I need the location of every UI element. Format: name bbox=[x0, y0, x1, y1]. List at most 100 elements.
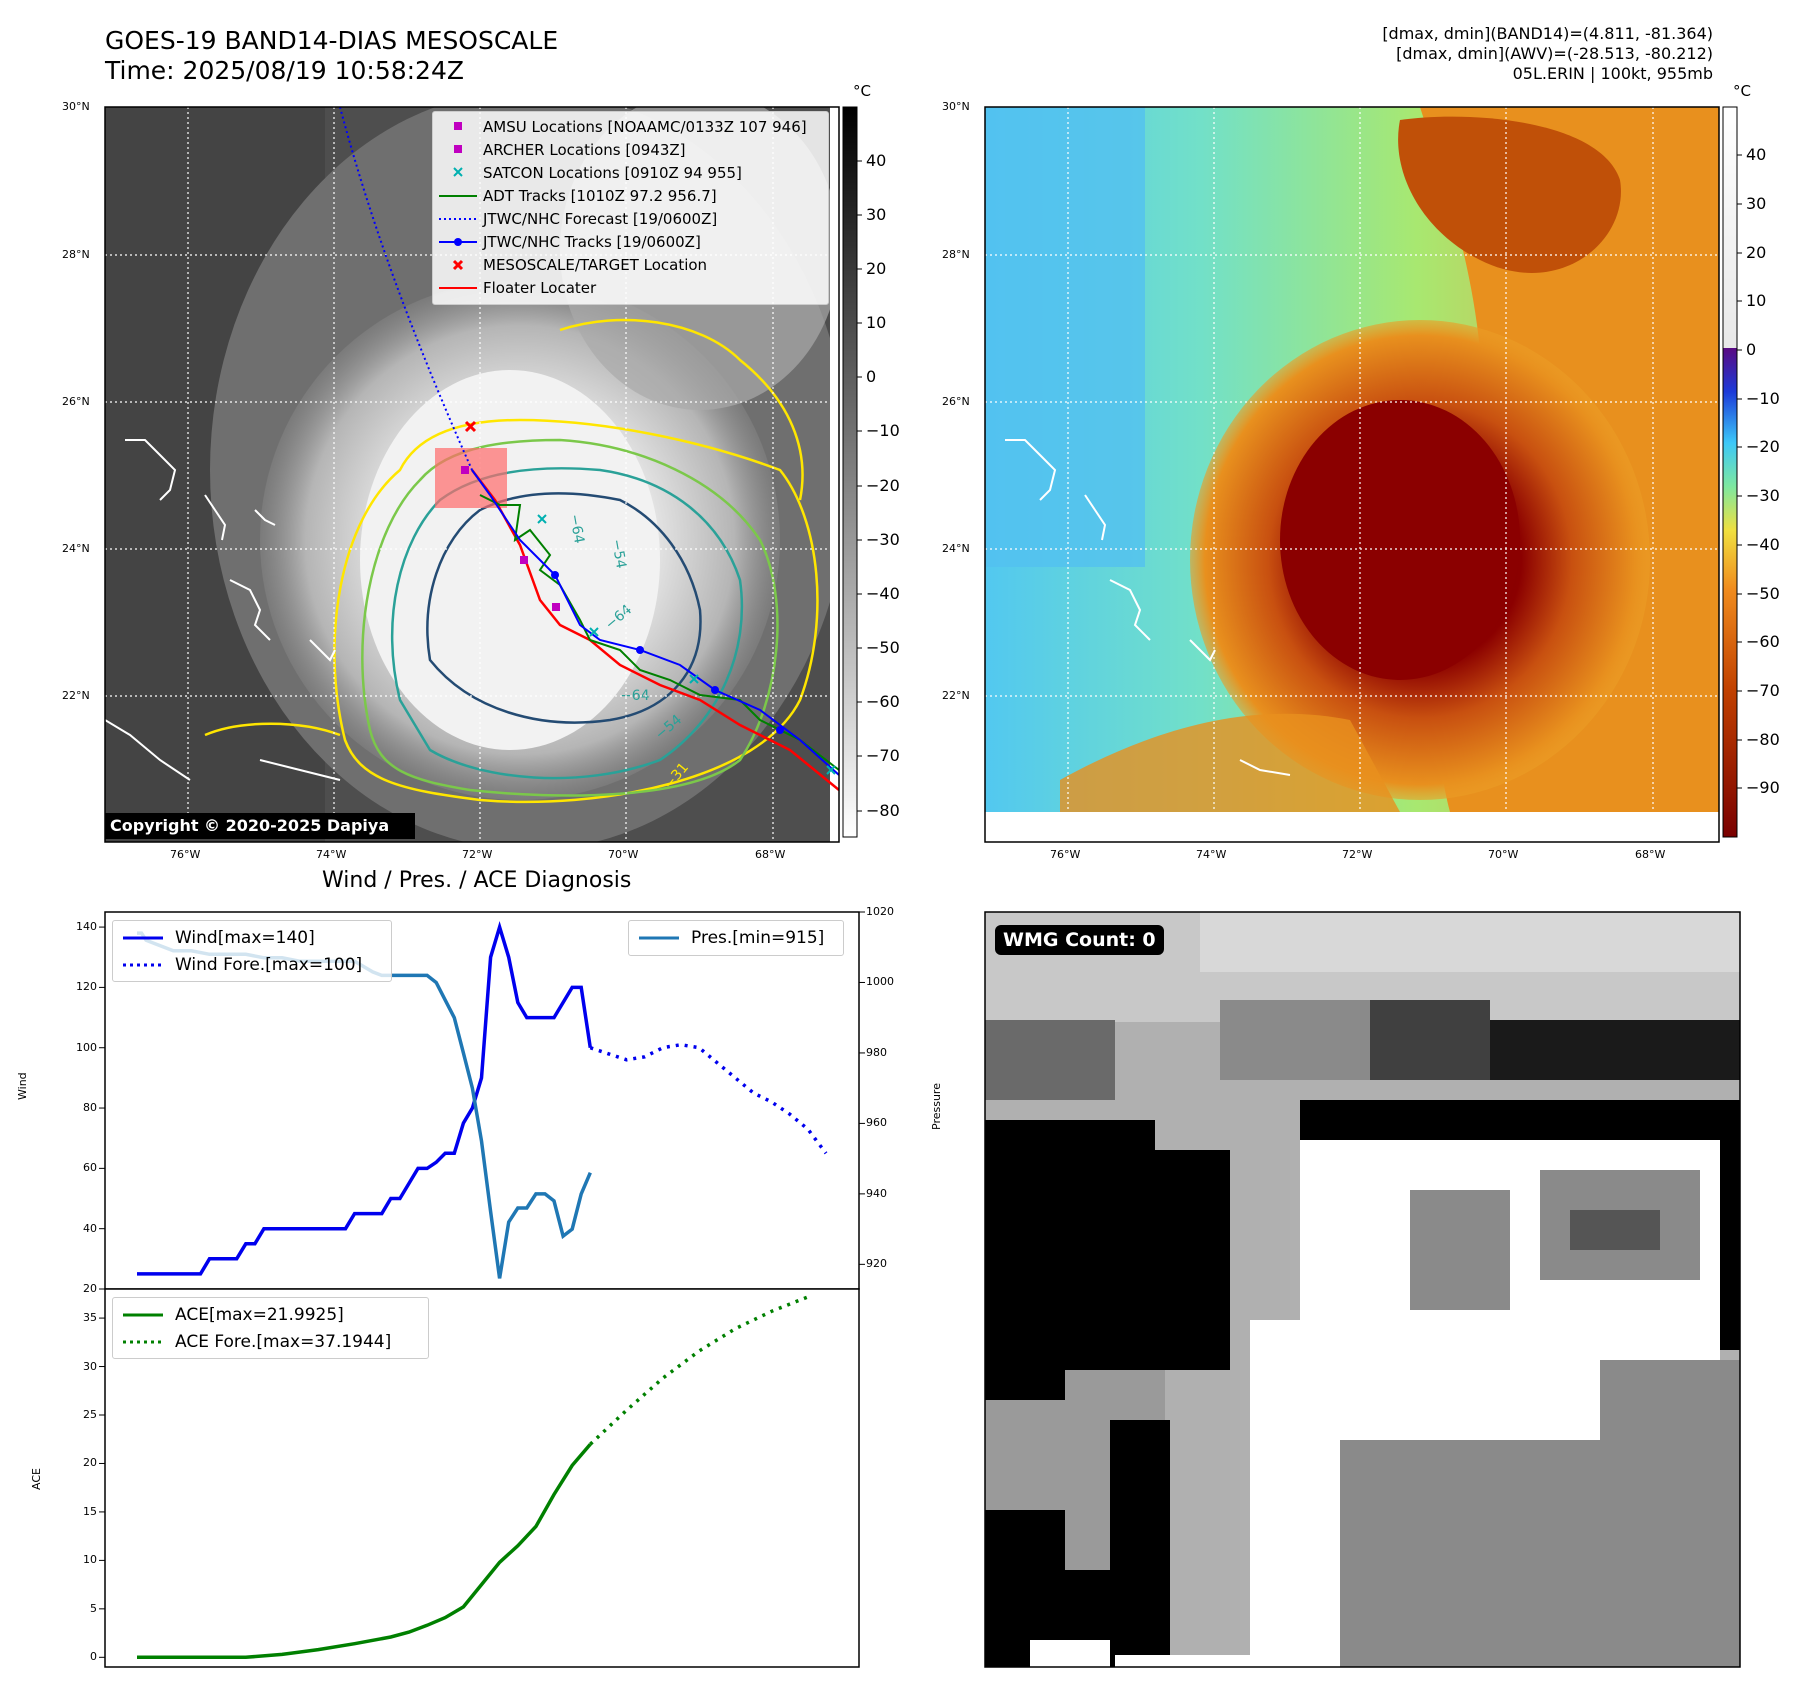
lon-label: 68°W bbox=[755, 848, 786, 861]
y-tick-label: 10 bbox=[83, 1553, 97, 1567]
colorbar-tick: −50 bbox=[866, 638, 900, 657]
ace-legend: ACE[max=21.9925] ACE Fore.[max=37.1944] bbox=[112, 1297, 429, 1359]
y-tick-label: 25 bbox=[83, 1408, 97, 1421]
pressure-axis-label: Pressure bbox=[930, 1083, 943, 1130]
colorbar-tick: −40 bbox=[1746, 535, 1780, 554]
colorbar-tick: −30 bbox=[866, 530, 900, 549]
colorbar-tick: −10 bbox=[866, 421, 900, 440]
colorbar-tick: 20 bbox=[1746, 243, 1767, 262]
colorbar-tick: 10 bbox=[1746, 291, 1767, 310]
colorbar-tick: −10 bbox=[1746, 389, 1780, 408]
colorbar-tick: −60 bbox=[1746, 632, 1780, 651]
colorbar-tick: −80 bbox=[1746, 730, 1780, 749]
chart-time: Time: 2025/08/19 10:58:24Z bbox=[105, 56, 464, 85]
enhanced-colorbar-unit: °C bbox=[1733, 82, 1751, 100]
colorbar-tick: 0 bbox=[866, 367, 877, 386]
lat-label: 30°N bbox=[62, 100, 90, 113]
chart-title: GOES-19 BAND14-DIAS MESOSCALE bbox=[105, 26, 559, 55]
y-tick-label: 40 bbox=[83, 1221, 97, 1235]
legend-ace: ACE[max=21.9925] bbox=[175, 1305, 344, 1325]
enhanced-colorbar bbox=[1722, 106, 1742, 838]
colorbar-tick: −80 bbox=[866, 801, 900, 820]
legend-archer: ARCHER Locations [0943Z] bbox=[483, 141, 686, 159]
wind-axis-label: Wind bbox=[16, 1072, 29, 1100]
colorbar-tick: −20 bbox=[1746, 437, 1780, 456]
pressure-legend: Pres.[min=915] bbox=[628, 920, 844, 956]
lat-label: 22°N bbox=[942, 689, 970, 702]
legend-wind: Wind[max=140] bbox=[175, 928, 315, 948]
contour-label: −64 bbox=[566, 513, 587, 545]
legend-ace-forecast: ACE Fore.[max=37.1944] bbox=[175, 1332, 392, 1352]
info-awv-range: [dmax, dmin](AWV)=(-28.513, -80.212) bbox=[1396, 44, 1713, 63]
colorbar-tick: −50 bbox=[1746, 584, 1780, 603]
wmg-panel bbox=[984, 911, 1741, 1694]
colorbar-tick: 40 bbox=[866, 151, 887, 170]
colorbar-tick: −30 bbox=[1746, 486, 1780, 505]
lon-label: 70°W bbox=[1488, 848, 1519, 861]
y-tick-label: 20 bbox=[83, 1282, 97, 1295]
lon-label: 72°W bbox=[1342, 848, 1373, 861]
y-tick-label: 0 bbox=[90, 1650, 97, 1664]
info-storm: 05L.ERIN | 100kt, 955mb bbox=[1512, 64, 1713, 83]
lat-label: 28°N bbox=[62, 248, 90, 261]
y-tick-label: 35 bbox=[83, 1311, 97, 1325]
lat-label: 22°N bbox=[62, 689, 90, 702]
wmg-count-badge: WMG Count: 0 bbox=[995, 925, 1164, 955]
y-tick-label: 960 bbox=[866, 1116, 887, 1130]
series-line-wind bbox=[137, 921, 593, 1276]
y-tick-label: 120 bbox=[76, 980, 97, 994]
legend-amsu: AMSU Locations [NOAAMC/0133Z 107 946] bbox=[483, 118, 807, 136]
lon-label: 70°W bbox=[608, 848, 639, 861]
legend-jtwc-forecast: JTWC/NHC Forecast [19/0600Z] bbox=[483, 210, 718, 228]
colorbar-tick: −60 bbox=[866, 692, 900, 711]
lon-label: 74°W bbox=[1196, 848, 1227, 861]
y-tick-label: 980 bbox=[866, 1045, 887, 1059]
y-tick-label: 30 bbox=[83, 1359, 97, 1373]
lon-label: 74°W bbox=[316, 848, 347, 861]
legend-jtwc-tracks: JTWC/NHC Tracks [19/0600Z] bbox=[483, 233, 701, 251]
lat-label: 24°N bbox=[62, 542, 90, 555]
colorbar-tick: 40 bbox=[1746, 145, 1767, 164]
lat-label: 24°N bbox=[942, 542, 970, 555]
contour-label: −64 bbox=[620, 688, 650, 704]
lat-label: 26°N bbox=[942, 395, 970, 408]
copyright-label: Copyright © 2020-2025 Dapiya bbox=[110, 816, 390, 835]
y-tick-label: 80 bbox=[83, 1101, 97, 1115]
series-line-ace-fore- bbox=[589, 1295, 809, 1446]
wind-legend: Wind[max=140] Wind Fore.[max=100] bbox=[112, 920, 392, 982]
colorbar-tick: 0 bbox=[1746, 340, 1757, 359]
lon-label: 72°W bbox=[462, 848, 493, 861]
wind-legend-markers bbox=[123, 936, 163, 967]
ace-axis-label: ACE bbox=[30, 1468, 43, 1490]
colorbar-tick: 30 bbox=[1746, 194, 1767, 213]
y-tick-label: 920 bbox=[866, 1257, 887, 1271]
lat-label: 30°N bbox=[942, 100, 970, 113]
lon-label: 76°W bbox=[170, 848, 201, 861]
ir-colorbar-unit: °C bbox=[853, 82, 871, 100]
series-line-ace bbox=[137, 1443, 592, 1660]
colorbar-tick: −90 bbox=[1746, 778, 1780, 797]
y-tick-label: 60 bbox=[83, 1161, 97, 1175]
colorbar-tick: 20 bbox=[866, 259, 887, 278]
legend-pressure: Pres.[min=915] bbox=[691, 928, 825, 948]
legend-mesoscale-target: MESOSCALE/TARGET Location bbox=[483, 256, 708, 274]
lon-label: 76°W bbox=[1050, 848, 1081, 861]
legend-satcon: SATCON Locations [0910Z 94 955] bbox=[483, 164, 742, 182]
legend-wind-forecast: Wind Fore.[max=100] bbox=[175, 955, 363, 975]
lat-label: 28°N bbox=[942, 248, 970, 261]
ace-legend-markers bbox=[123, 1313, 163, 1344]
colorbar-tick: −40 bbox=[866, 584, 900, 603]
legend-adt: ADT Tracks [1010Z 97.2 956.7] bbox=[483, 187, 717, 205]
contour-label: −54 bbox=[608, 538, 629, 570]
colorbar-tick: −70 bbox=[866, 746, 900, 765]
y-tick-label: 140 bbox=[76, 920, 97, 934]
enhanced-map-panel bbox=[984, 106, 1720, 843]
y-tick-label: 15 bbox=[83, 1504, 97, 1518]
y-tick-label: 1000 bbox=[866, 975, 894, 989]
y-tick-label: 20 bbox=[83, 1456, 97, 1470]
legend-markers bbox=[439, 122, 477, 289]
y-tick-label: 1020 bbox=[866, 905, 894, 918]
wmg-count-label: WMG Count: 0 bbox=[1003, 929, 1156, 951]
legend-floater: Floater Locater bbox=[483, 279, 597, 297]
colorbar-tick: −70 bbox=[1746, 681, 1780, 700]
